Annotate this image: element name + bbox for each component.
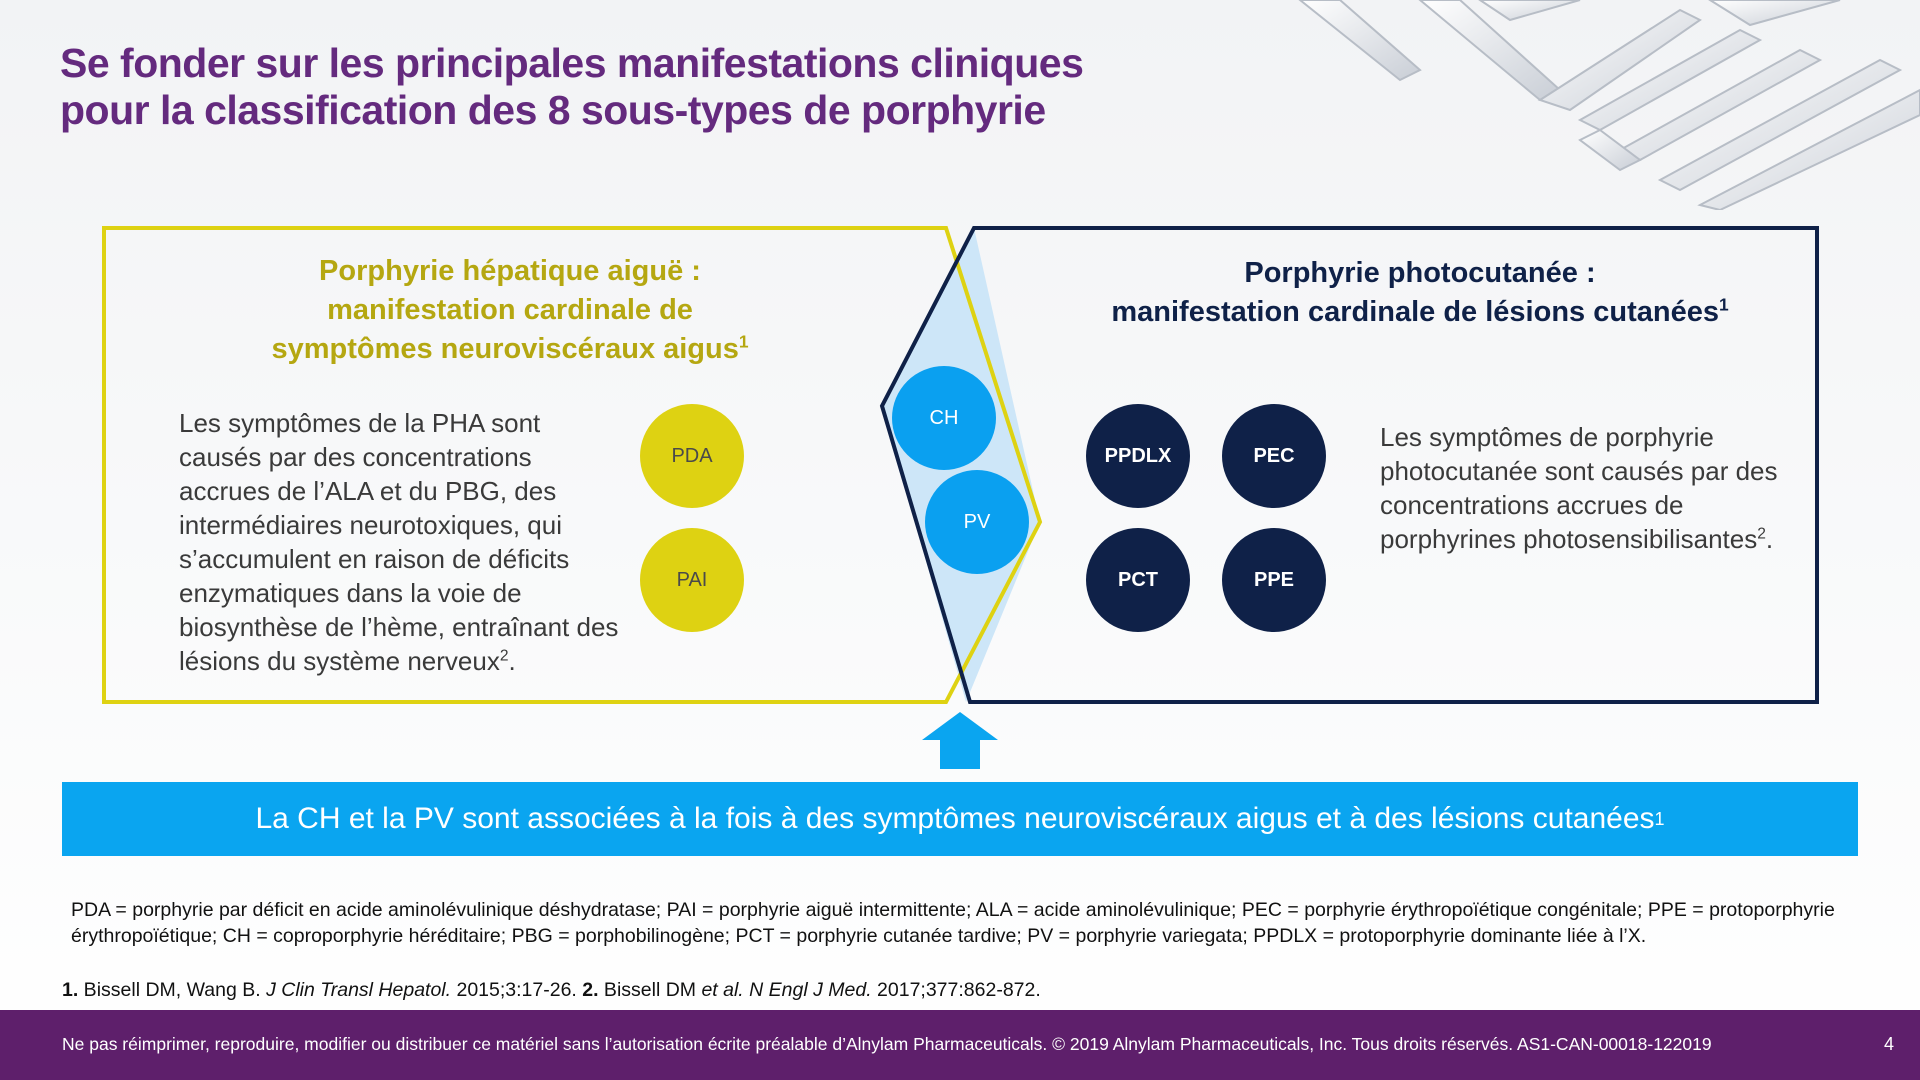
title-line-2: pour la classification des 8 sous-types … [60,87,1046,133]
circle-ppe: PPE [1222,528,1326,632]
maze-image [1298,0,1920,210]
ref1-authors: Bissell DM, Wang B. [78,979,267,1001]
copyright-notice: Ne pas réimprimer, reproduire, modifier … [62,1034,1712,1054]
left-heading-line-3: symptômes neuroviscéraux aigus1 [210,330,810,369]
right-heading-line-2: manifestation cardinale de lésions cutan… [1040,293,1800,332]
left-body-end: . [508,646,516,676]
left-heading-line-1: Porphyrie hépatique aiguë : [319,255,701,287]
abbreviations-footnote: PDA = porphyrie par déficit en acide ami… [71,899,1835,947]
right-heading-line-1: Porphyrie photocutanée : [1244,257,1596,289]
banner-text: La CH et la PV sont associées à la fois … [255,802,1655,835]
right-panel-body: Les symptômes de porphyrie photocutanée … [1380,420,1780,556]
circle-pda: PDA [640,404,744,508]
left-panel-body: Les symptômes de la PHA sont causés par … [179,406,619,678]
circle-pai: PAI [640,528,744,632]
right-body-end: . [1765,524,1774,554]
left-heading-line-2: manifestation cardinale de [327,294,693,326]
right-heading-sup: 1 [1718,294,1729,315]
summary-banner: La CH et la PV sont associées à la fois … [62,782,1858,856]
ref1-number: 1. [62,979,79,1001]
circle-pct: PCT [1086,528,1190,632]
circle-ch: CH [892,366,996,470]
left-heading-sup: 1 [738,331,749,352]
footer-bar: Ne pas réimprimer, reproduire, modifier … [0,1010,1920,1080]
left-panel-heading: Porphyrie hépatique aiguë : manifestatio… [210,252,810,369]
ref2-etal: et al. [701,979,744,1001]
left-body-sup: 2 [499,647,509,665]
title-line-1: Se fonder sur les principales manifestat… [60,40,1084,86]
ref1-details: 2015;3:17-26. [451,979,583,1001]
right-panel-heading: Porphyrie photocutanée : manifestation c… [1040,254,1800,332]
ref2-authors: Bissell DM [598,979,702,1001]
left-heading-line-3-text: symptômes neuroviscéraux aigus [271,333,739,365]
right-body-text: Les symptômes de porphyrie photocutanée … [1380,422,1778,554]
page-number: 4 [1883,1034,1894,1054]
circle-pec: PEC [1222,404,1326,508]
up-arrow-icon [922,712,998,769]
right-panel-border [879,226,1819,704]
circle-ppdlx: PPDLX [1086,404,1190,508]
circle-pv: PV [925,470,1029,574]
page-title: Se fonder sur les principales manifestat… [60,40,1084,134]
left-body-text: Les symptômes de la PHA sont causés par … [179,408,619,676]
right-body-sup: 2 [1757,525,1766,543]
ref2-details: 2017;377:862-872. [871,979,1041,1001]
left-panel-border [102,226,1043,704]
ref2-journal: N Engl J Med. [743,979,872,1001]
ref2-number: 2. [582,979,599,1001]
references: 1. Bissell DM, Wang B. J Clin Transl Hep… [62,977,1852,1003]
right-heading-line-2-text: manifestation cardinale de lésions cutan… [1111,296,1719,328]
ref1-journal: J Clin Transl Hepatol. [266,979,452,1001]
